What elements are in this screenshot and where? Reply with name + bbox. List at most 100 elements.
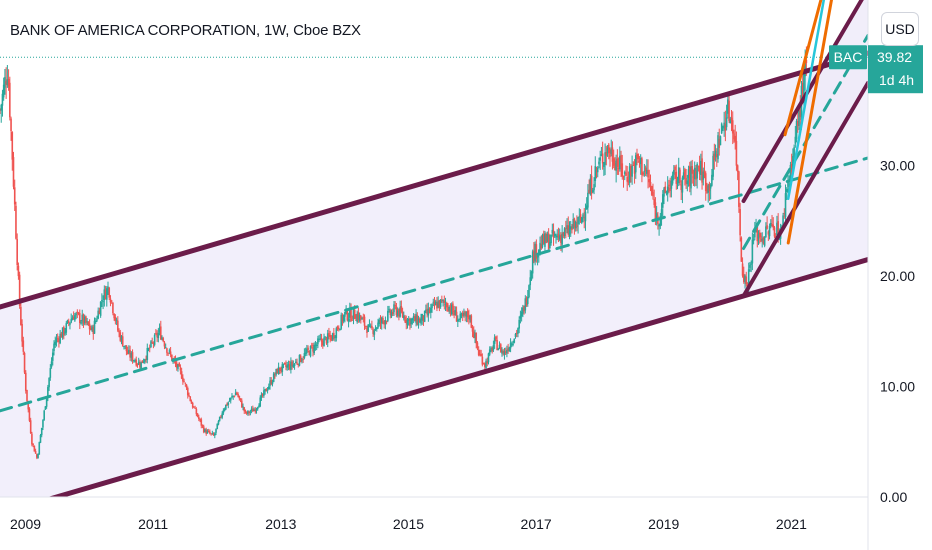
candle-body [33, 445, 36, 452]
candle-body [266, 389, 269, 391]
candle-body [400, 306, 403, 312]
channel-median[interactable] [0, 156, 868, 413]
candle-body [293, 363, 296, 366]
candle-body [260, 394, 263, 398]
candle-body [531, 251, 534, 274]
candle-body [54, 341, 57, 345]
candle-body [644, 167, 647, 171]
candle-body [625, 172, 627, 176]
candle-body [0, 104, 3, 111]
candle-body [519, 315, 522, 319]
candle-body [447, 307, 449, 312]
candle-body [757, 234, 760, 239]
candle-body [679, 169, 681, 183]
candle-body [27, 401, 30, 410]
x-tick-label: 2011 [138, 516, 168, 532]
candle-body [148, 347, 151, 349]
y-axis-ticks: 0.00 10.00 20.00 30.00 [880, 158, 915, 505]
candle-body [463, 313, 465, 315]
candle-body [655, 213, 658, 219]
candle-body [600, 154, 603, 156]
candle-body [685, 177, 687, 184]
candle-body [249, 411, 252, 413]
candle-body [643, 170, 646, 172]
candle-body [654, 202, 657, 220]
candle-body [719, 136, 722, 146]
candle-body [98, 310, 101, 315]
candle-body [121, 336, 124, 347]
channel-lower[interactable] [0, 257, 868, 514]
candle-body [771, 224, 773, 225]
candle-body [76, 311, 79, 313]
candle-body [23, 352, 26, 373]
candle-body [177, 364, 179, 369]
candle-body [376, 327, 378, 329]
candle-body [621, 163, 624, 177]
candle-body [353, 310, 356, 319]
candle-body [555, 235, 557, 237]
candle-body [18, 274, 21, 306]
candle-body [119, 332, 122, 341]
candle-body [194, 408, 196, 410]
candle-body [51, 352, 54, 361]
candle-body [101, 299, 103, 301]
candle-body [302, 359, 304, 360]
time-axis[interactable] [0, 497, 868, 550]
channel-upper[interactable] [0, 50, 868, 310]
candle-body [703, 170, 706, 176]
candle-body [799, 103, 802, 117]
candle-body [717, 135, 719, 160]
fan-orange-1[interactable] [783, 0, 830, 137]
candle-body [670, 180, 673, 189]
candle-body [431, 304, 433, 309]
candle-body [528, 285, 530, 298]
candle-body [77, 312, 80, 314]
candle-body [265, 388, 268, 392]
price-label-badge: BAC 39.82 1d 4h [829, 45, 923, 94]
candle-body [546, 234, 549, 242]
plot-area[interactable] [0, 0, 868, 514]
candle-body [723, 122, 725, 129]
candle-body [702, 171, 705, 180]
candle-body [323, 337, 325, 347]
candle-body [256, 407, 259, 410]
candle-body [569, 226, 572, 230]
drawings-group[interactable] [0, 0, 868, 514]
fan-cyan[interactable] [786, 0, 829, 201]
candle-body [752, 239, 755, 241]
candle-body [653, 199, 655, 205]
candle-body [736, 165, 739, 172]
candle-body [239, 398, 242, 401]
candle-body [617, 168, 620, 169]
candle-body [646, 170, 648, 174]
candle-body [188, 395, 190, 397]
candle-body [7, 78, 10, 87]
candle-body [99, 301, 102, 316]
candle-body [142, 361, 145, 363]
candle-body [744, 275, 746, 282]
candle-body [320, 338, 323, 342]
candle-body [328, 333, 330, 337]
currency-button[interactable]: USD [881, 12, 919, 46]
candle-body [438, 300, 441, 309]
candle-body [144, 359, 146, 362]
candle-body [455, 311, 458, 322]
candle-body [642, 172, 644, 175]
sub-channel-lower[interactable] [741, 80, 868, 298]
candle-body [69, 322, 71, 325]
candle-body [471, 327, 474, 332]
candle-body [371, 325, 373, 329]
candle-body [659, 215, 662, 227]
candle-body [245, 411, 248, 414]
candle-body [686, 180, 689, 185]
fan-orange-2[interactable] [786, 0, 837, 245]
candle-body [445, 302, 448, 308]
candle-body [540, 244, 543, 249]
candle-body [105, 288, 108, 300]
candle-body [56, 338, 59, 340]
candle-body [314, 344, 317, 346]
candle-body [637, 154, 640, 160]
candle-body [433, 301, 436, 307]
candle-body [574, 221, 577, 229]
